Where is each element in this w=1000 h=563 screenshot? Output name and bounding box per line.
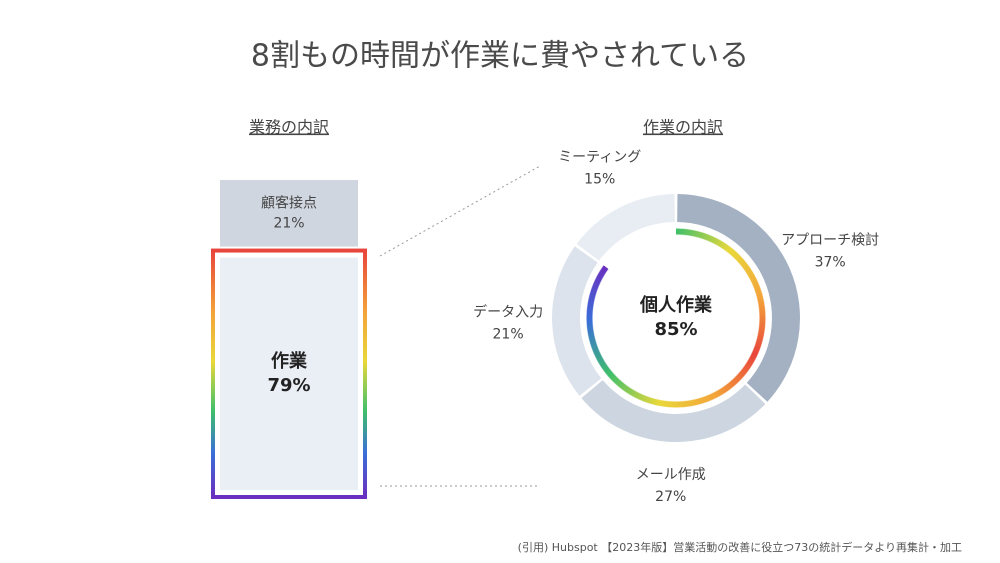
source: (引用) Hubspot 【2023年版】営業活動の改善に役立つ73の統計データ…	[518, 540, 962, 554]
progress-ring	[586, 228, 766, 408]
category-label: ミーティング	[558, 149, 641, 165]
title: 8割もの時間が作業に費やされている	[251, 39, 749, 74]
connector	[379, 165, 541, 257]
bar	[220, 257, 358, 490]
value-label: 37%	[815, 254, 846, 270]
category-label: 顧客接点	[261, 194, 317, 211]
value-label: 27%	[655, 489, 686, 505]
value-label: 21%	[273, 215, 304, 231]
bar-frame	[211, 248, 367, 499]
category-label: メール作成	[636, 467, 706, 483]
donut-segment	[552, 246, 602, 396]
bar	[220, 180, 358, 247]
value-label: 79%	[267, 375, 310, 396]
donut-segment	[576, 194, 675, 261]
chart-title: 作業の内訳	[643, 118, 723, 137]
value-label: 21%	[493, 326, 524, 342]
category-label: アプローチ検討	[781, 232, 879, 248]
donut-segment	[677, 194, 800, 402]
chart-title: 業務の内訳	[249, 118, 329, 137]
category-label: データ入力	[473, 303, 543, 320]
value-label: 15%	[584, 171, 615, 187]
category-label: 作業	[271, 350, 308, 372]
donut-segment	[581, 380, 766, 442]
